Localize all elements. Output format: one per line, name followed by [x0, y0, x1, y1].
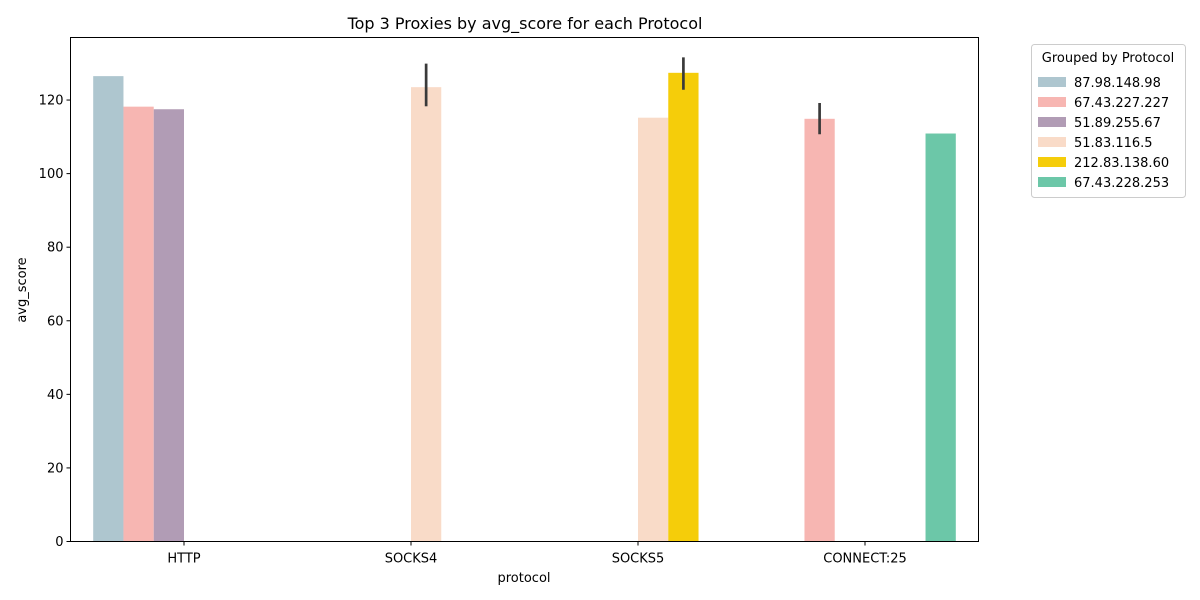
- bar: [638, 117, 669, 542]
- legend-item-label: 87.98.148.98: [1074, 76, 1161, 91]
- legend-item-label: 67.43.228.253: [1074, 176, 1169, 191]
- y-tick-label: 40: [47, 388, 64, 403]
- x-tick-label: HTTP: [167, 552, 200, 567]
- legend-swatch: [1038, 97, 1066, 107]
- legend-title: Grouped by Protocol: [1042, 51, 1174, 66]
- bar: [93, 76, 124, 542]
- bar: [153, 109, 184, 542]
- legend-swatch: [1038, 117, 1066, 127]
- legend-swatch: [1038, 137, 1066, 147]
- legend-item-label: 51.83.116.5: [1074, 136, 1153, 151]
- chart-title: Top 3 Proxies by avg_score for each Prot…: [347, 14, 703, 34]
- bar: [411, 87, 442, 542]
- y-tick-label: 120: [39, 94, 64, 109]
- x-axis-label: protocol: [497, 571, 550, 586]
- legend-item-label: 51.89.255.67: [1074, 116, 1161, 131]
- legend-item-label: 67.43.227.227: [1074, 96, 1169, 111]
- legend-item-label: 212.83.138.60: [1074, 156, 1169, 171]
- y-tick-label: 0: [55, 535, 63, 550]
- x-tick-label: SOCKS5: [612, 552, 665, 567]
- x-tick-label: SOCKS4: [385, 552, 438, 567]
- y-tick-label: 60: [47, 314, 64, 329]
- y-tick-label: 100: [39, 167, 64, 182]
- x-axis: HTTP SOCKS4 SOCKS5 CONNECT:25: [167, 541, 907, 567]
- bar: [668, 72, 699, 542]
- legend-swatch: [1038, 177, 1066, 187]
- y-tick-label: 80: [47, 241, 64, 256]
- legend-frame: [1031, 44, 1186, 198]
- y-tick-label: 20: [47, 461, 64, 476]
- legend-swatch: [1038, 157, 1066, 167]
- y-axis: 0 20 40 60 80 100 120: [39, 94, 71, 550]
- y-axis-label: avg_score: [15, 257, 30, 322]
- bar: [925, 133, 956, 542]
- legend-swatch: [1038, 77, 1066, 87]
- bar: [123, 106, 154, 542]
- legend: Grouped by Protocol 87.98.148.98 67.43.22…: [1031, 44, 1186, 198]
- bar: [804, 118, 835, 542]
- x-tick-label: CONNECT:25: [823, 552, 906, 567]
- error-bars: [424, 57, 821, 135]
- plot-frame: [70, 37, 979, 542]
- bars: [93, 72, 956, 542]
